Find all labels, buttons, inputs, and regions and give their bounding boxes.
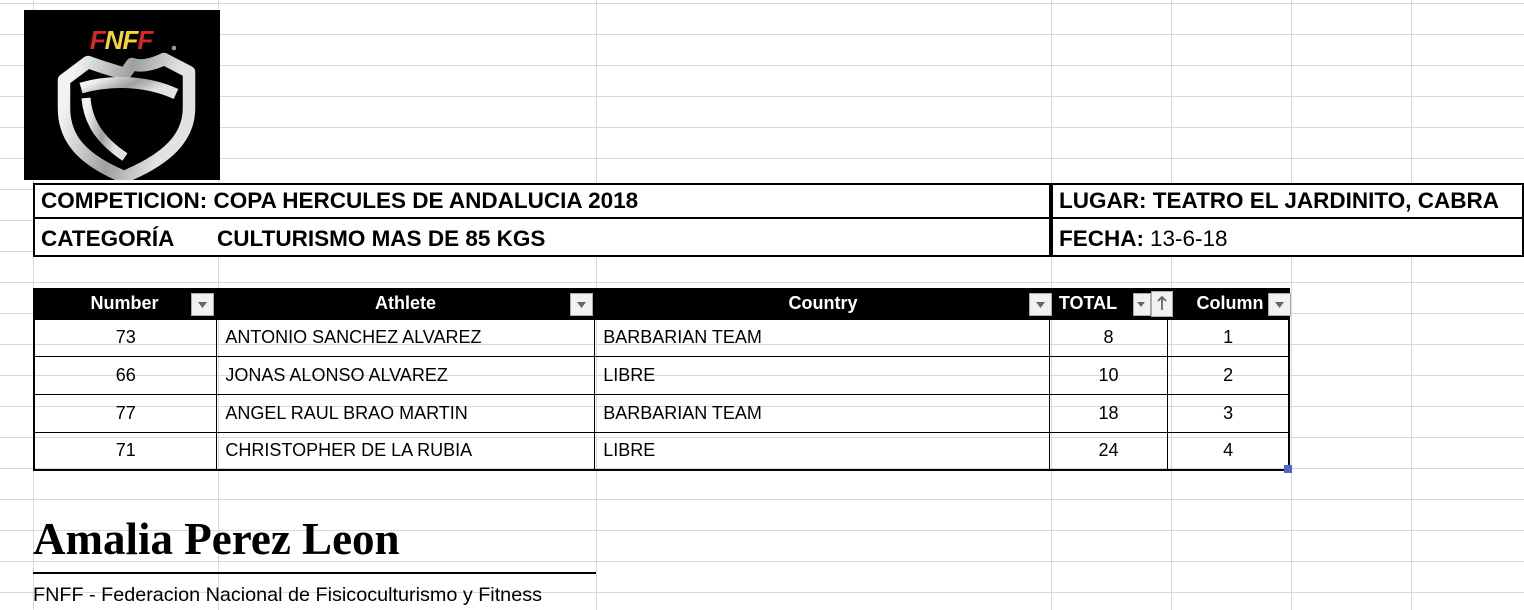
svg-text:FNFF: FNFF bbox=[90, 25, 155, 55]
